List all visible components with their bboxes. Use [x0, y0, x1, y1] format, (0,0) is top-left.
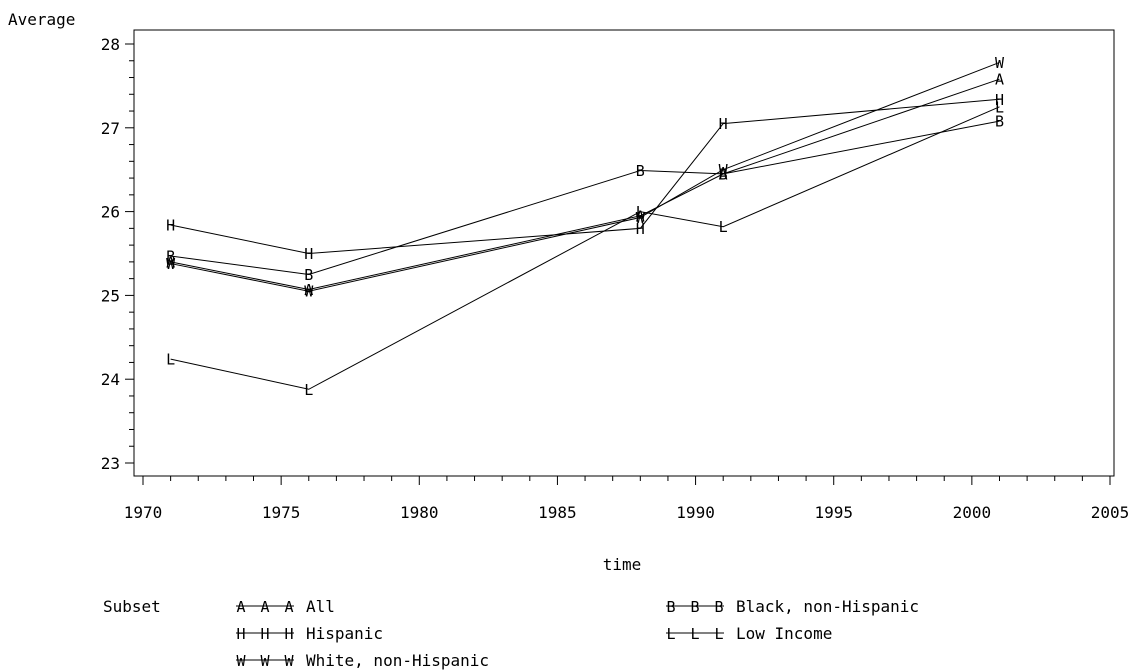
legend-symbol: B — [690, 598, 699, 616]
y-tick-label: 23 — [101, 454, 120, 473]
data-point: B — [636, 162, 645, 180]
data-point: H — [719, 115, 728, 133]
legend-symbol: L — [690, 625, 699, 643]
legend-symbol: A — [236, 598, 245, 616]
data-point: L — [719, 218, 728, 236]
series-b: B B B B B — [166, 113, 1004, 284]
data-point: W — [636, 209, 646, 227]
data-point: W — [719, 161, 729, 179]
legend-symbol: L — [666, 625, 675, 643]
x-axis: 1970 1975 1980 1985 1990 1995 2000 2005 — [124, 476, 1130, 522]
x-tick-label: 1975 — [262, 503, 301, 522]
plot-frame — [133, 29, 1115, 477]
data-point: L — [995, 98, 1004, 116]
data-point: L — [636, 203, 645, 221]
y-tick-label: 27 — [101, 119, 120, 138]
series-h: H H H H H — [166, 91, 1004, 263]
data-point: A — [995, 71, 1004, 89]
legend-symbol: A — [284, 598, 293, 616]
x-tick-label: 2000 — [953, 503, 992, 522]
data-point: L — [166, 351, 175, 369]
y-tick-label: 28 — [101, 35, 120, 54]
legend-item-a: A A A All — [236, 597, 335, 616]
data-point: B — [166, 248, 175, 266]
legend-symbol: B — [666, 598, 675, 616]
legend-item-h: H H H Hispanic — [236, 624, 383, 643]
x-tick-label: 1995 — [814, 503, 853, 522]
data-point: L — [304, 381, 313, 399]
legend-label: Hispanic — [306, 624, 383, 643]
legend-label: Black, non-Hispanic — [736, 597, 919, 616]
legend-title: Subset — [103, 597, 161, 616]
data-point: H — [304, 245, 313, 263]
legend-symbol: B — [714, 598, 723, 616]
series-l: L L L L L — [166, 98, 1004, 398]
data-point: H — [166, 217, 175, 235]
y-axis: 23 24 25 26 27 28 — [101, 35, 134, 473]
series-line — [170, 120, 1000, 275]
legend-symbol: H — [260, 625, 269, 643]
series-line — [170, 61, 1000, 292]
series-line — [170, 78, 1000, 291]
series-line — [170, 98, 1000, 255]
legend-symbol: W — [260, 652, 270, 670]
y-tick-label: 25 — [101, 286, 120, 305]
data-point: A — [304, 281, 313, 299]
legend-label: White, non-Hispanic — [306, 651, 489, 670]
x-tick-label: 1985 — [538, 503, 577, 522]
legend-symbol: W — [236, 652, 246, 670]
data-point: H — [995, 91, 1004, 109]
legend-symbol: H — [284, 625, 293, 643]
data-point: B — [304, 266, 313, 284]
x-axis-label: time — [603, 555, 642, 574]
data-point: B — [719, 165, 728, 183]
legend-label: All — [306, 597, 335, 616]
series-w: W W W W W — [166, 54, 1005, 301]
legend-item-w: W W W White, non-Hispanic — [236, 651, 489, 670]
legend-item-b: B B B Black, non-Hispanic — [666, 597, 919, 616]
x-tick-label: 1980 — [400, 503, 439, 522]
data-point: W — [995, 54, 1005, 72]
x-tick-label: 1990 — [676, 503, 715, 522]
legend-item-l: L L L Low Income — [666, 624, 832, 643]
x-tick-label: 1970 — [124, 503, 163, 522]
legend-label: Low Income — [736, 624, 832, 643]
data-point: W — [166, 255, 176, 273]
legend-symbol: W — [284, 652, 294, 670]
data-point: W — [304, 283, 314, 301]
legend-symbol: A — [260, 598, 269, 616]
data-point: H — [636, 220, 645, 238]
data-point: A — [166, 253, 175, 271]
legend-symbol: H — [236, 625, 245, 643]
data-point: B — [995, 113, 1004, 131]
legend-symbol: L — [714, 625, 723, 643]
y-tick-label: 24 — [101, 370, 120, 389]
x-tick-label: 2005 — [1091, 503, 1130, 522]
data-point: A — [636, 207, 645, 225]
y-tick-label: 26 — [101, 203, 120, 222]
y-axis-label: Average — [8, 10, 75, 29]
series-line — [170, 106, 1000, 390]
